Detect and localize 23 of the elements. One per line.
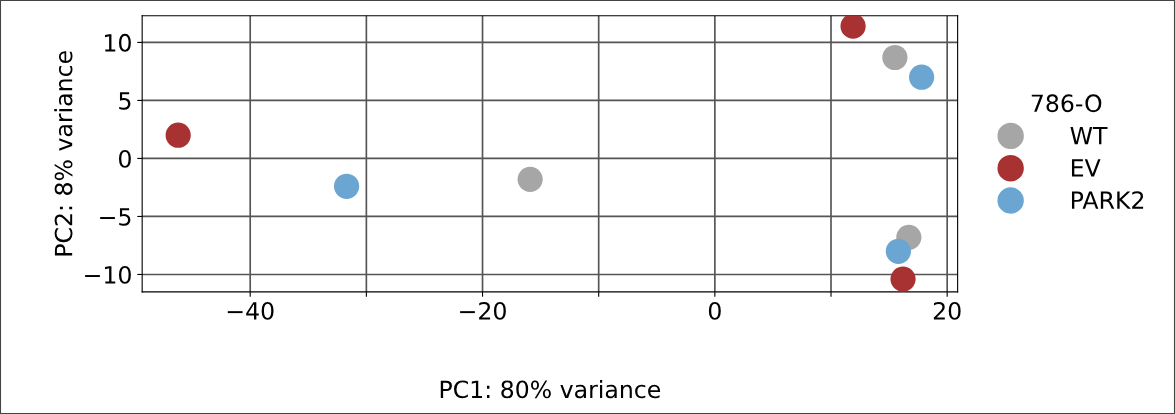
legend-label: EV — [1071, 159, 1101, 177]
y-tick-label: 5 — [119, 92, 131, 110]
y-tick-label: −5 — [100, 208, 131, 226]
point — [840, 15, 866, 39]
x-tick-label: 20 — [933, 302, 961, 320]
y-tick-label: 10 — [105, 33, 131, 52]
point — [517, 166, 543, 192]
x-tick-label: −20 — [460, 302, 506, 320]
point — [882, 44, 908, 71]
x-tick-label: −40 — [227, 302, 274, 320]
legend-label: PARK2 — [1071, 191, 1144, 209]
point — [909, 64, 935, 90]
y-tick-label: −10 — [85, 265, 131, 284]
legend-title: 786-O — [1031, 94, 1102, 113]
y-tick-label: 0 — [118, 149, 131, 168]
y-axis-title: PC2: 8% variance — [54, 51, 73, 256]
x-tick-label: 0 — [708, 302, 721, 320]
point — [334, 173, 360, 199]
legend-label: WT — [1070, 126, 1108, 145]
point — [890, 266, 916, 292]
point — [165, 122, 191, 148]
point — [885, 238, 911, 264]
x-axis-title: PC1: 80% variance — [440, 380, 661, 399]
